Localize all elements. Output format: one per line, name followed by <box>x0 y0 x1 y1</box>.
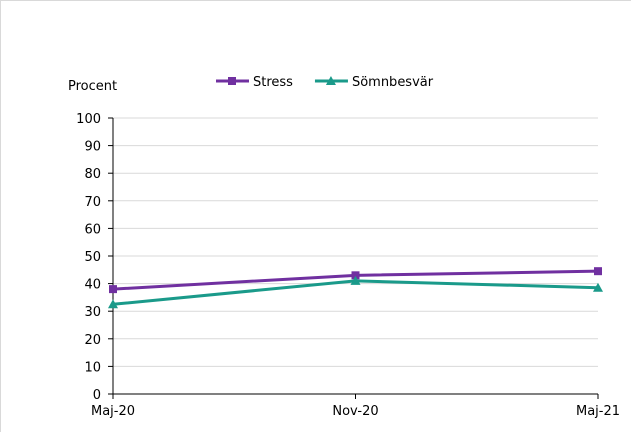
data-point <box>109 285 117 294</box>
y-axis-label: Procent <box>68 79 117 94</box>
legend-label: Stress <box>253 75 293 90</box>
axes: 0 10 20 30 40 50 60 70 80 90 100 Maj-20 Nov-20 Maj-21 <box>76 112 620 419</box>
data-point <box>593 282 603 292</box>
data-point <box>351 271 360 280</box>
data-point <box>350 275 361 285</box>
legend-entry-1: Stress <box>216 75 293 90</box>
y-tick-label: 100 <box>76 112 101 127</box>
series-2 <box>108 275 603 309</box>
x-tick-label: Nov-20 <box>332 404 378 419</box>
gridlines <box>113 117 598 367</box>
series-1 <box>109 267 602 294</box>
y-tick-label: 70 <box>84 195 101 210</box>
x-tick-label: Maj-21 <box>576 404 620 419</box>
y-tick-label: 80 <box>84 167 101 182</box>
legend-label: Sömnbesvär <box>352 75 434 90</box>
y-tick-label: 20 <box>84 333 101 348</box>
legend-marker <box>325 76 336 85</box>
y-tick-label: 90 <box>84 140 101 155</box>
series-lines <box>108 267 603 309</box>
legend-marker <box>228 77 236 85</box>
y-tick-label: 10 <box>84 360 101 375</box>
legend-entry-2: Sömnbesvär <box>314 75 434 90</box>
y-tick-label: 0 <box>93 388 101 403</box>
y-tick-label: 40 <box>84 278 101 293</box>
data-point <box>108 299 118 309</box>
y-tick-label: 30 <box>84 305 101 320</box>
x-tick-label: Maj-20 <box>91 404 135 419</box>
y-tick-label: 60 <box>84 222 101 237</box>
data-point <box>594 267 602 276</box>
y-tick-label: 50 <box>84 250 101 265</box>
legend: Stress Sömnbesvär <box>216 75 434 90</box>
